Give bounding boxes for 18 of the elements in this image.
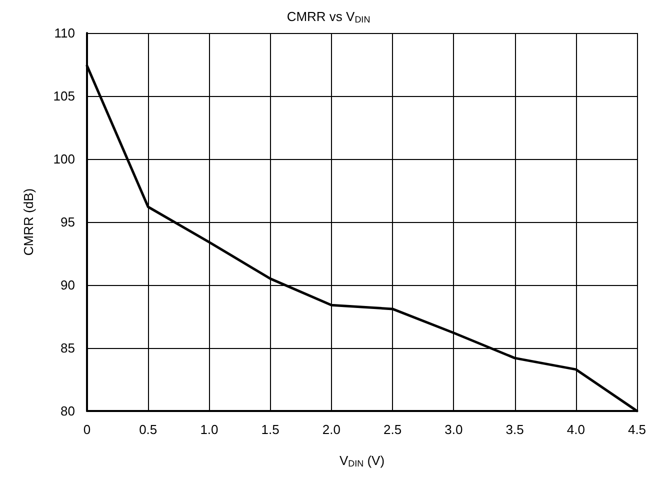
x-tick-label: 1.5	[261, 422, 280, 437]
x-tick-label: 0	[83, 422, 91, 437]
y-tick-label: 95	[60, 214, 75, 230]
y-tick-label: 80	[60, 404, 75, 418]
y-tick-label: 105	[53, 88, 75, 104]
x-tick-label: 0.5	[139, 422, 158, 437]
y-tick-label: 110	[54, 26, 75, 40]
x-tick-label: 2.5	[384, 422, 402, 437]
y-axis-title: CMRR (dB)	[21, 188, 36, 256]
x-tick-label: 3.0	[444, 422, 463, 437]
y-tick-label: 90	[60, 278, 75, 292]
x-tick-label: 4.5	[628, 422, 646, 437]
x-tick-label: 2.0	[322, 422, 340, 437]
y-tick-label: 85	[60, 340, 75, 356]
x-tick-label: 3.5	[506, 422, 524, 437]
x-tick-label: 4.0	[566, 422, 585, 437]
x-tick-label: 1.0	[200, 422, 218, 437]
y-tick-label: 100	[53, 152, 75, 166]
